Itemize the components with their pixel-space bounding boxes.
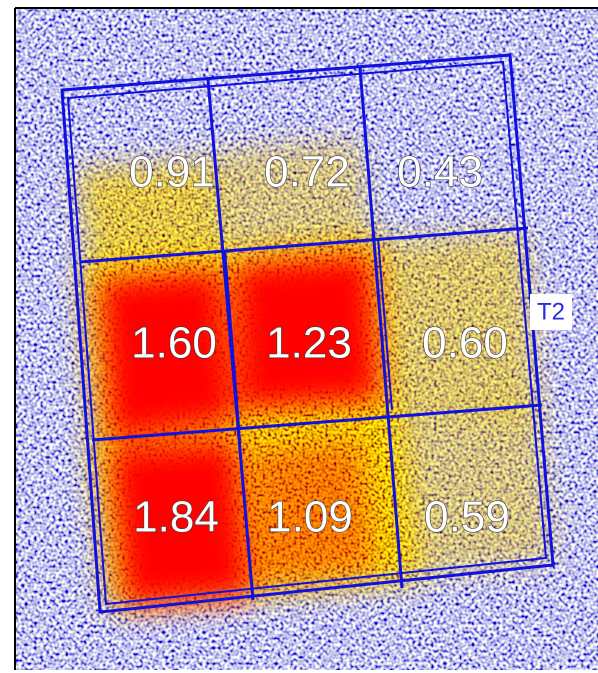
roi-values: 0.91 0.72 0.43 1.60 1.23 0.60 1.84 1.09 0.59 [129, 147, 511, 542]
roi-value: 0.43 [397, 148, 483, 197]
roi-line [79, 226, 529, 264]
roi-line [358, 67, 404, 589]
roi-value: 1.60 [131, 319, 217, 368]
roi-value: 1.23 [266, 319, 352, 368]
roi-line [91, 403, 543, 442]
roi-value: 1.84 [133, 493, 219, 542]
tag-box [530, 294, 572, 330]
roi-line [377, 237, 393, 411]
roi-line [206, 79, 255, 601]
roi-value: 1.09 [267, 493, 353, 542]
roi-value: 0.59 [424, 493, 510, 542]
tag-label: T2 [537, 298, 565, 325]
roi-outline [60, 53, 555, 614]
roi-outline-inner [66, 60, 548, 606]
roi-value: 0.60 [422, 319, 508, 368]
roi-grid [60, 53, 555, 614]
roi-line [224, 249, 241, 441]
roi-value: 0.72 [264, 148, 350, 197]
signal-solid [15, 8, 598, 670]
roi-value: 0.91 [129, 148, 215, 197]
